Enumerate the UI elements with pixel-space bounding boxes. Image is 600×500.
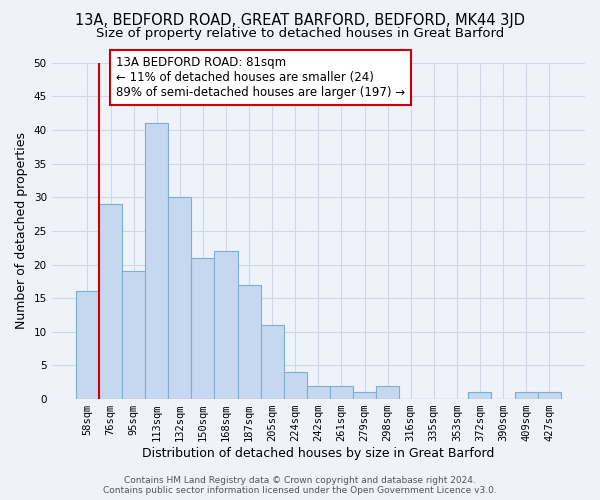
- Bar: [76, 292, 99, 399]
- X-axis label: Distribution of detached houses by size in Great Barford: Distribution of detached houses by size …: [142, 447, 494, 460]
- Bar: [515, 392, 538, 399]
- Bar: [538, 392, 561, 399]
- Text: Contains HM Land Registry data © Crown copyright and database right 2024.
Contai: Contains HM Land Registry data © Crown c…: [103, 476, 497, 495]
- Bar: [145, 123, 168, 399]
- Bar: [260, 325, 284, 399]
- Bar: [376, 386, 399, 399]
- Bar: [330, 386, 353, 399]
- Bar: [122, 272, 145, 399]
- Bar: [469, 392, 491, 399]
- Bar: [168, 198, 191, 399]
- Text: 13A, BEDFORD ROAD, GREAT BARFORD, BEDFORD, MK44 3JD: 13A, BEDFORD ROAD, GREAT BARFORD, BEDFOR…: [75, 12, 525, 28]
- Bar: [353, 392, 376, 399]
- Y-axis label: Number of detached properties: Number of detached properties: [15, 132, 28, 330]
- Text: 13A BEDFORD ROAD: 81sqm
← 11% of detached houses are smaller (24)
89% of semi-de: 13A BEDFORD ROAD: 81sqm ← 11% of detache…: [116, 56, 405, 99]
- Bar: [307, 386, 330, 399]
- Bar: [214, 251, 238, 399]
- Bar: [284, 372, 307, 399]
- Bar: [99, 204, 122, 399]
- Bar: [238, 284, 260, 399]
- Bar: [191, 258, 214, 399]
- Text: Size of property relative to detached houses in Great Barford: Size of property relative to detached ho…: [96, 28, 504, 40]
